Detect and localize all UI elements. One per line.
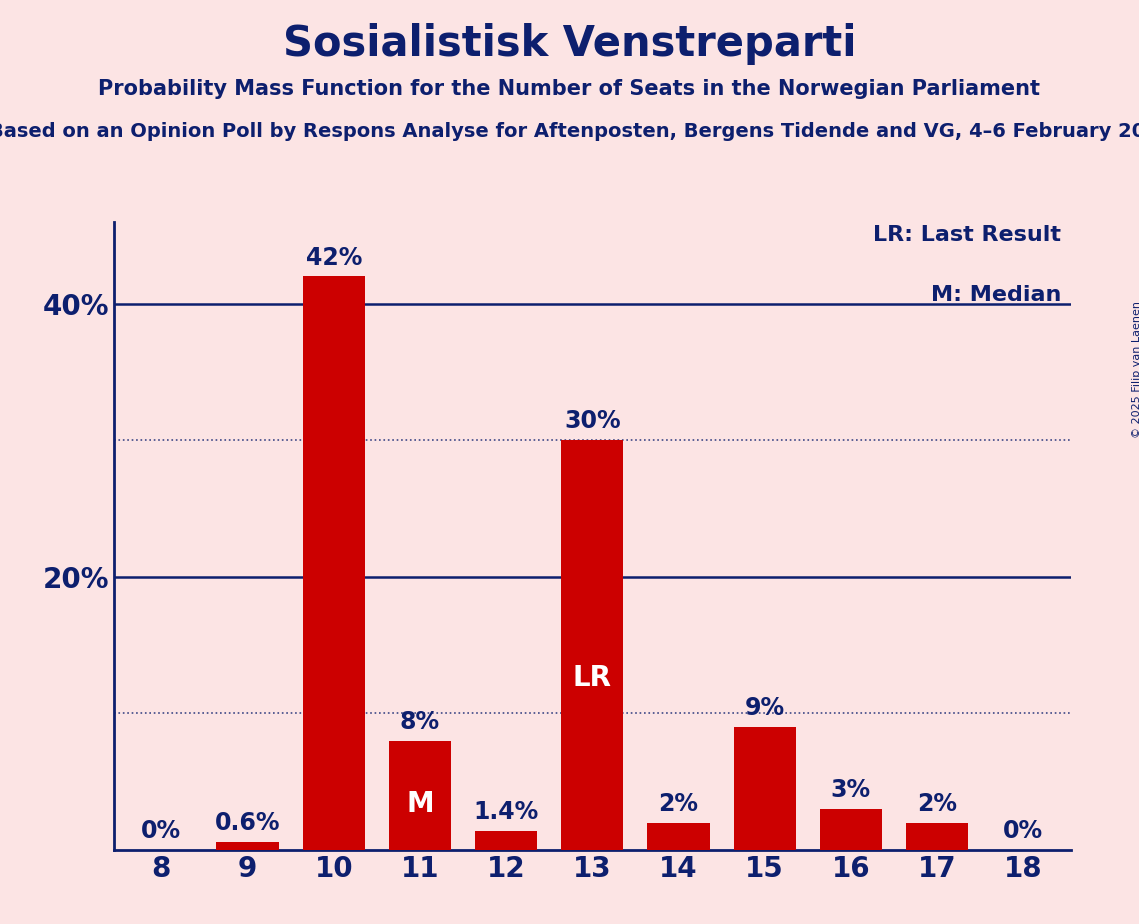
Text: 42%: 42% [305, 246, 362, 270]
Text: 1.4%: 1.4% [474, 800, 539, 824]
Text: LR: LR [573, 664, 612, 692]
Bar [388, 741, 451, 850]
Text: M: M [407, 790, 434, 818]
Text: LR: Last Result: LR: Last Result [874, 225, 1062, 245]
Text: 0.6%: 0.6% [215, 811, 280, 835]
Text: Probability Mass Function for the Number of Seats in the Norwegian Parliament: Probability Mass Function for the Number… [98, 79, 1041, 99]
Text: 2%: 2% [917, 792, 957, 816]
Bar [303, 276, 364, 850]
Bar [820, 809, 882, 850]
Text: 0%: 0% [141, 820, 181, 844]
Text: © 2025 Filip van Laenen: © 2025 Filip van Laenen [1132, 301, 1139, 438]
Text: Based on an Opinion Poll by Respons Analyse for Aftenposten, Bergens Tidende and: Based on an Opinion Poll by Respons Anal… [0, 122, 1139, 141]
Text: 30%: 30% [564, 409, 621, 433]
Text: M: Median: M: Median [931, 285, 1062, 305]
Text: 0%: 0% [1003, 820, 1043, 844]
Bar [216, 842, 279, 850]
Text: 8%: 8% [400, 710, 440, 734]
Bar [734, 727, 796, 850]
Text: 3%: 3% [830, 778, 871, 802]
Text: 9%: 9% [745, 697, 785, 721]
Text: 2%: 2% [658, 792, 698, 816]
Bar [475, 831, 538, 850]
Bar [647, 822, 710, 850]
Bar [906, 822, 968, 850]
Bar [562, 441, 623, 850]
Text: Sosialistisk Venstreparti: Sosialistisk Venstreparti [282, 23, 857, 65]
